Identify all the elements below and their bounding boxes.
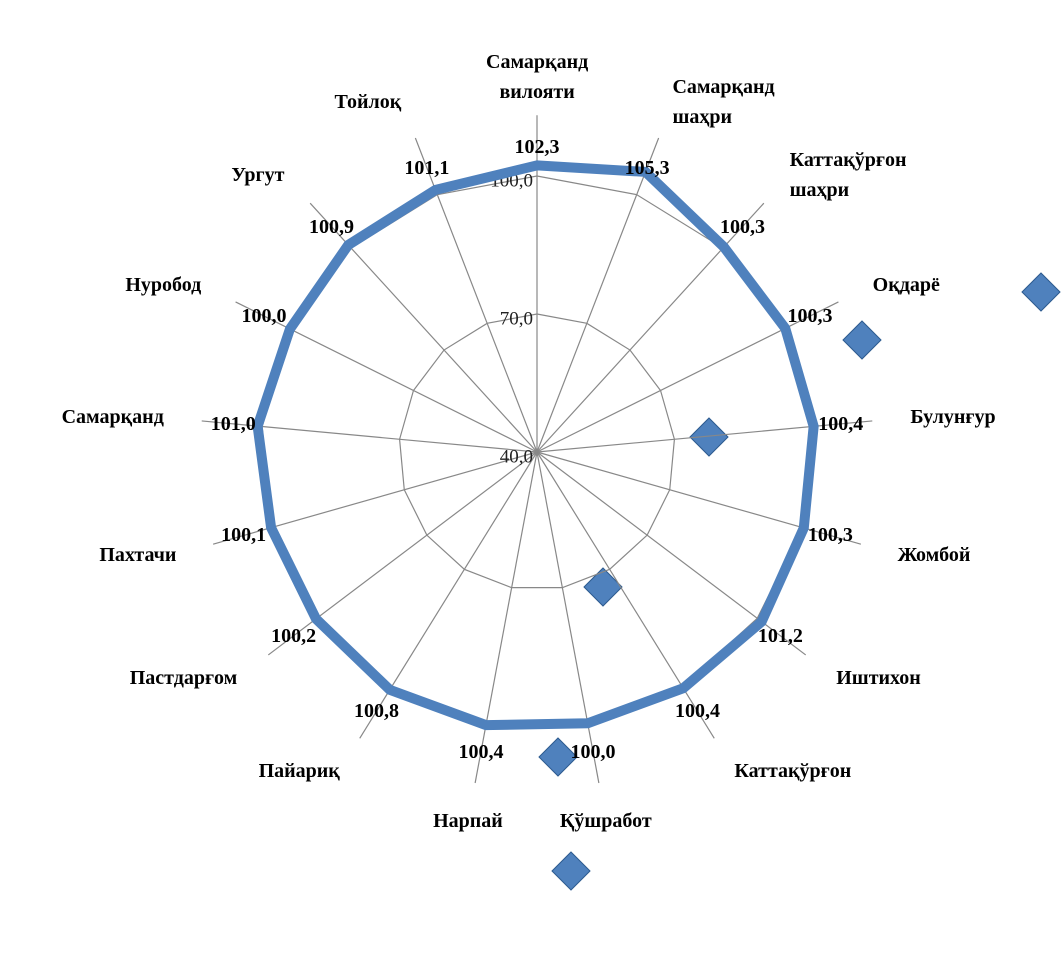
value-label: 105,3 — [624, 156, 670, 179]
category-label: Булунғур — [910, 406, 996, 429]
category-label: Самарқанд шаҳри — [672, 76, 775, 129]
category-label: Қўшработ — [559, 809, 652, 832]
value-label: 100,4 — [818, 412, 864, 435]
spoke — [536, 137, 660, 453]
category-label: Нарпай — [433, 809, 503, 832]
category-label: Оқдарё — [872, 273, 940, 296]
tick-label: 70,0 — [500, 308, 533, 329]
value-label: 100,3 — [787, 305, 833, 328]
category-label: Каттақўрғон шаҳри — [789, 148, 907, 201]
category-label: Пахтачи — [99, 543, 177, 566]
value-label: 100,2 — [271, 624, 317, 647]
diamond — [689, 417, 729, 457]
decor-diamonds — [538, 272, 1061, 891]
category-label: Иштихон — [836, 666, 921, 689]
value-label: 100,9 — [309, 215, 355, 238]
value-label: 101,1 — [404, 156, 450, 179]
category-label: Пайариқ — [258, 759, 340, 782]
diamond — [1021, 272, 1061, 312]
value-label: 100,1 — [221, 524, 267, 547]
grid-ring — [398, 313, 676, 589]
category-label: Пастдарғом — [129, 666, 238, 689]
series-line — [252, 160, 819, 731]
category-label: Тойлоқ — [334, 91, 402, 114]
value-label: 100,4 — [675, 700, 721, 723]
value-label: 100,8 — [353, 700, 399, 723]
value-label: 101,2 — [757, 624, 803, 647]
tick-label: 40,0 — [500, 446, 533, 467]
category-label: Самарқанд — [61, 406, 164, 429]
diamond — [842, 320, 882, 360]
diamond — [551, 851, 591, 891]
value-label: 101,0 — [210, 412, 256, 435]
diamond — [583, 567, 623, 607]
value-label: 100,0 — [241, 305, 287, 328]
diamond — [538, 737, 578, 777]
value-label: 100,0 — [570, 740, 616, 763]
category-label: Ургут — [231, 163, 285, 186]
value-label: 100,3 — [807, 524, 853, 547]
value-label: 100,3 — [719, 215, 765, 238]
category-label: Нуробод — [125, 273, 202, 296]
category-label: Каттақўрғон — [734, 759, 852, 782]
category-label: Самарқанд вилояти — [486, 51, 589, 103]
category-label: Жомбой — [897, 543, 971, 566]
value-label: 100,4 — [458, 740, 504, 763]
value-label: 102,3 — [514, 136, 560, 158]
